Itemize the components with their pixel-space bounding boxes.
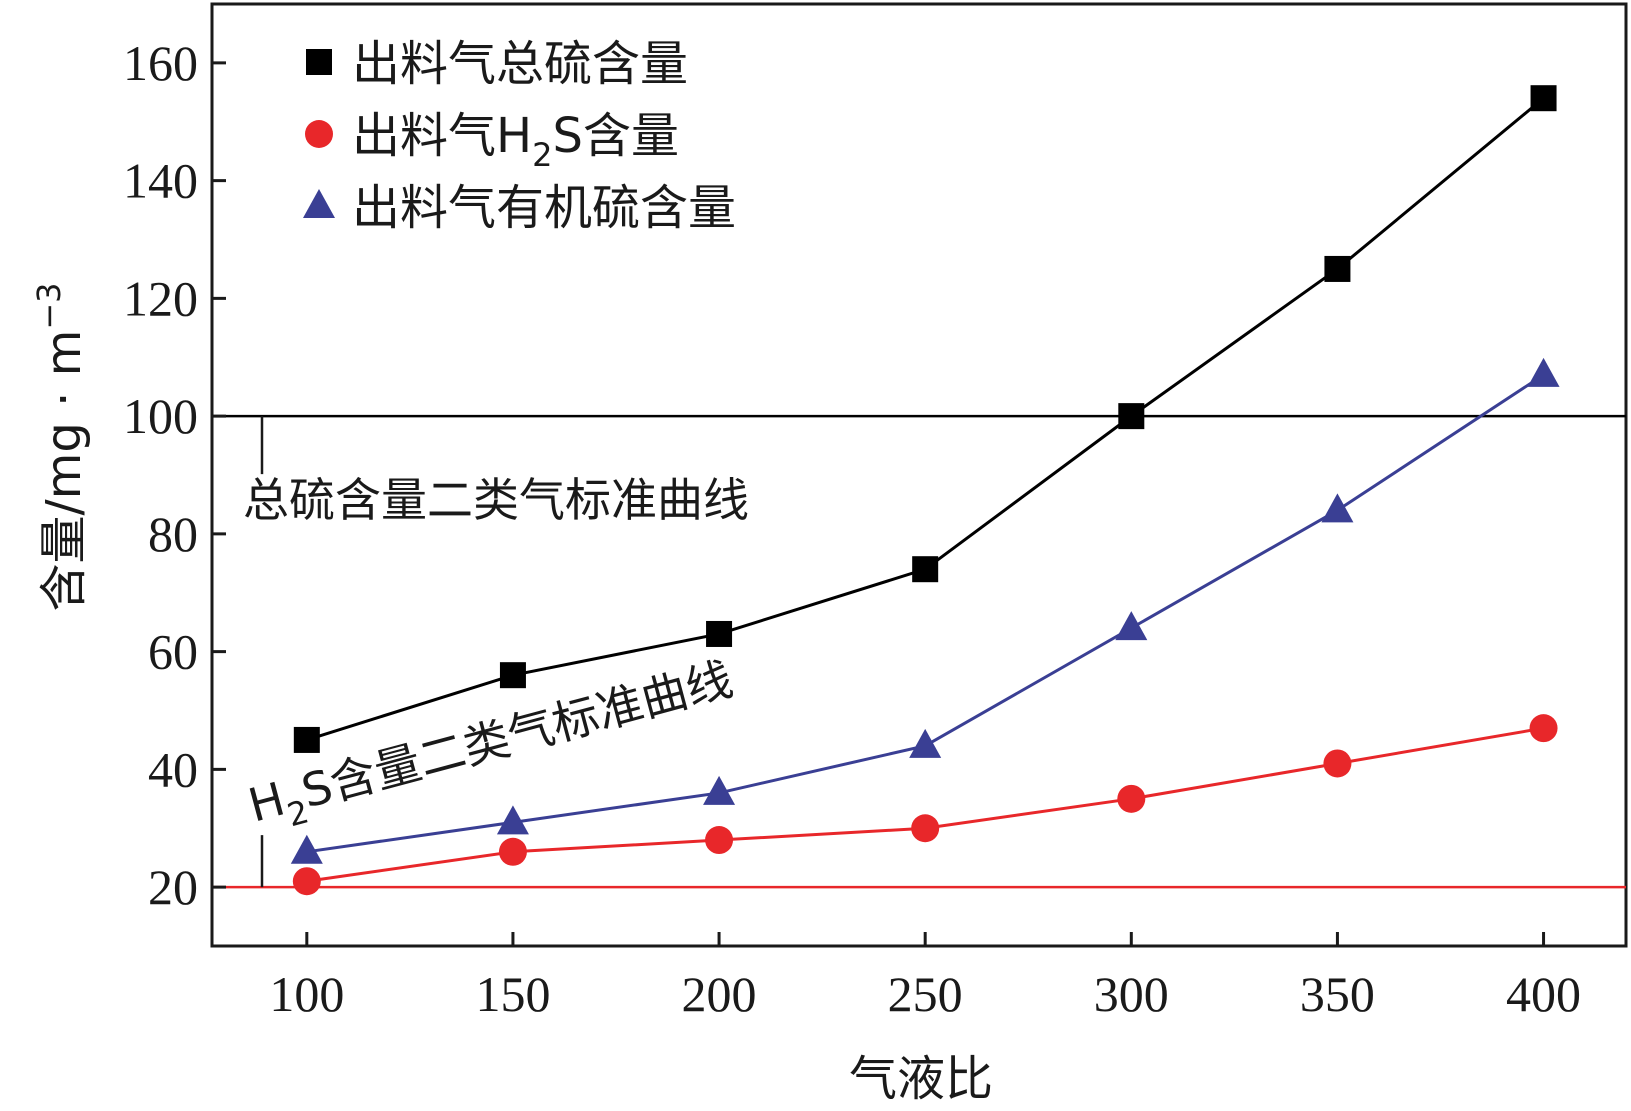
data-point-circle — [292, 867, 321, 896]
y-tick-label: 140 — [123, 153, 198, 209]
legend-marker-square — [306, 49, 332, 75]
legend-marker-triangle — [303, 189, 335, 218]
x-tick-label: 150 — [475, 966, 550, 1022]
x-tick-label: 350 — [1300, 966, 1375, 1022]
series-line-triangle — [306, 373, 1545, 854]
x-tick-label: 200 — [682, 966, 757, 1022]
y-tick-label: 20 — [148, 859, 198, 915]
data-point-square — [293, 726, 320, 753]
data-point-triangle — [909, 728, 942, 758]
reference-lines — [212, 414, 1626, 889]
y-tick-label: 160 — [123, 35, 198, 91]
x-tick-label: 300 — [1094, 966, 1169, 1022]
x-tick-label: 400 — [1506, 966, 1581, 1022]
data-point-square — [706, 620, 733, 647]
x-axis-title: 气液比 — [849, 1051, 993, 1107]
data-point-triangle — [1527, 357, 1560, 387]
legend-label: 出料气H2S含量 — [352, 108, 679, 174]
data-point-triangle — [1115, 611, 1148, 641]
data-point-circle — [1529, 714, 1558, 743]
data-point-square — [1118, 403, 1145, 430]
data-point-triangle — [703, 775, 736, 805]
ref-label-total-sulfur: 总硫含量二类气标准曲线 — [243, 473, 749, 527]
series-markers — [290, 85, 1560, 896]
y-tick-label: 80 — [148, 506, 198, 562]
data-point-circle — [498, 837, 527, 866]
y-tick-label: 40 — [148, 741, 198, 797]
y-tick-label: 60 — [148, 624, 198, 680]
y-ticks: 20 40 60 80 100 120 140 160 — [123, 35, 226, 915]
data-point-circle — [911, 814, 940, 843]
legend-label: 出料气总硫含量 — [352, 36, 688, 92]
data-point-circle — [1117, 784, 1146, 813]
legend-marker-circle — [305, 120, 333, 148]
y-tick-label: 120 — [123, 270, 198, 326]
x-tick-label: 250 — [888, 966, 963, 1022]
data-point-square — [1530, 85, 1557, 112]
plot-frame — [210, 2, 1628, 948]
legend-label: 出料气有机硫含量 — [352, 180, 736, 236]
data-point-circle — [705, 826, 734, 855]
plot-area — [210, 2, 1628, 948]
y-tick-label: 100 — [123, 388, 198, 444]
x-tick-label: 100 — [269, 966, 344, 1022]
data-point-square — [499, 662, 526, 689]
data-point-circle — [1323, 749, 1352, 778]
data-point-triangle — [1321, 493, 1354, 523]
data-point-square — [912, 556, 939, 583]
x-ticks: 100 150 200 250 300 350 400 — [269, 932, 1581, 1022]
data-point-triangle — [496, 805, 529, 835]
y-axis-title: 含量/mg · m−3 — [30, 282, 92, 611]
data-point-triangle — [290, 834, 323, 864]
data-point-square — [1324, 255, 1351, 282]
